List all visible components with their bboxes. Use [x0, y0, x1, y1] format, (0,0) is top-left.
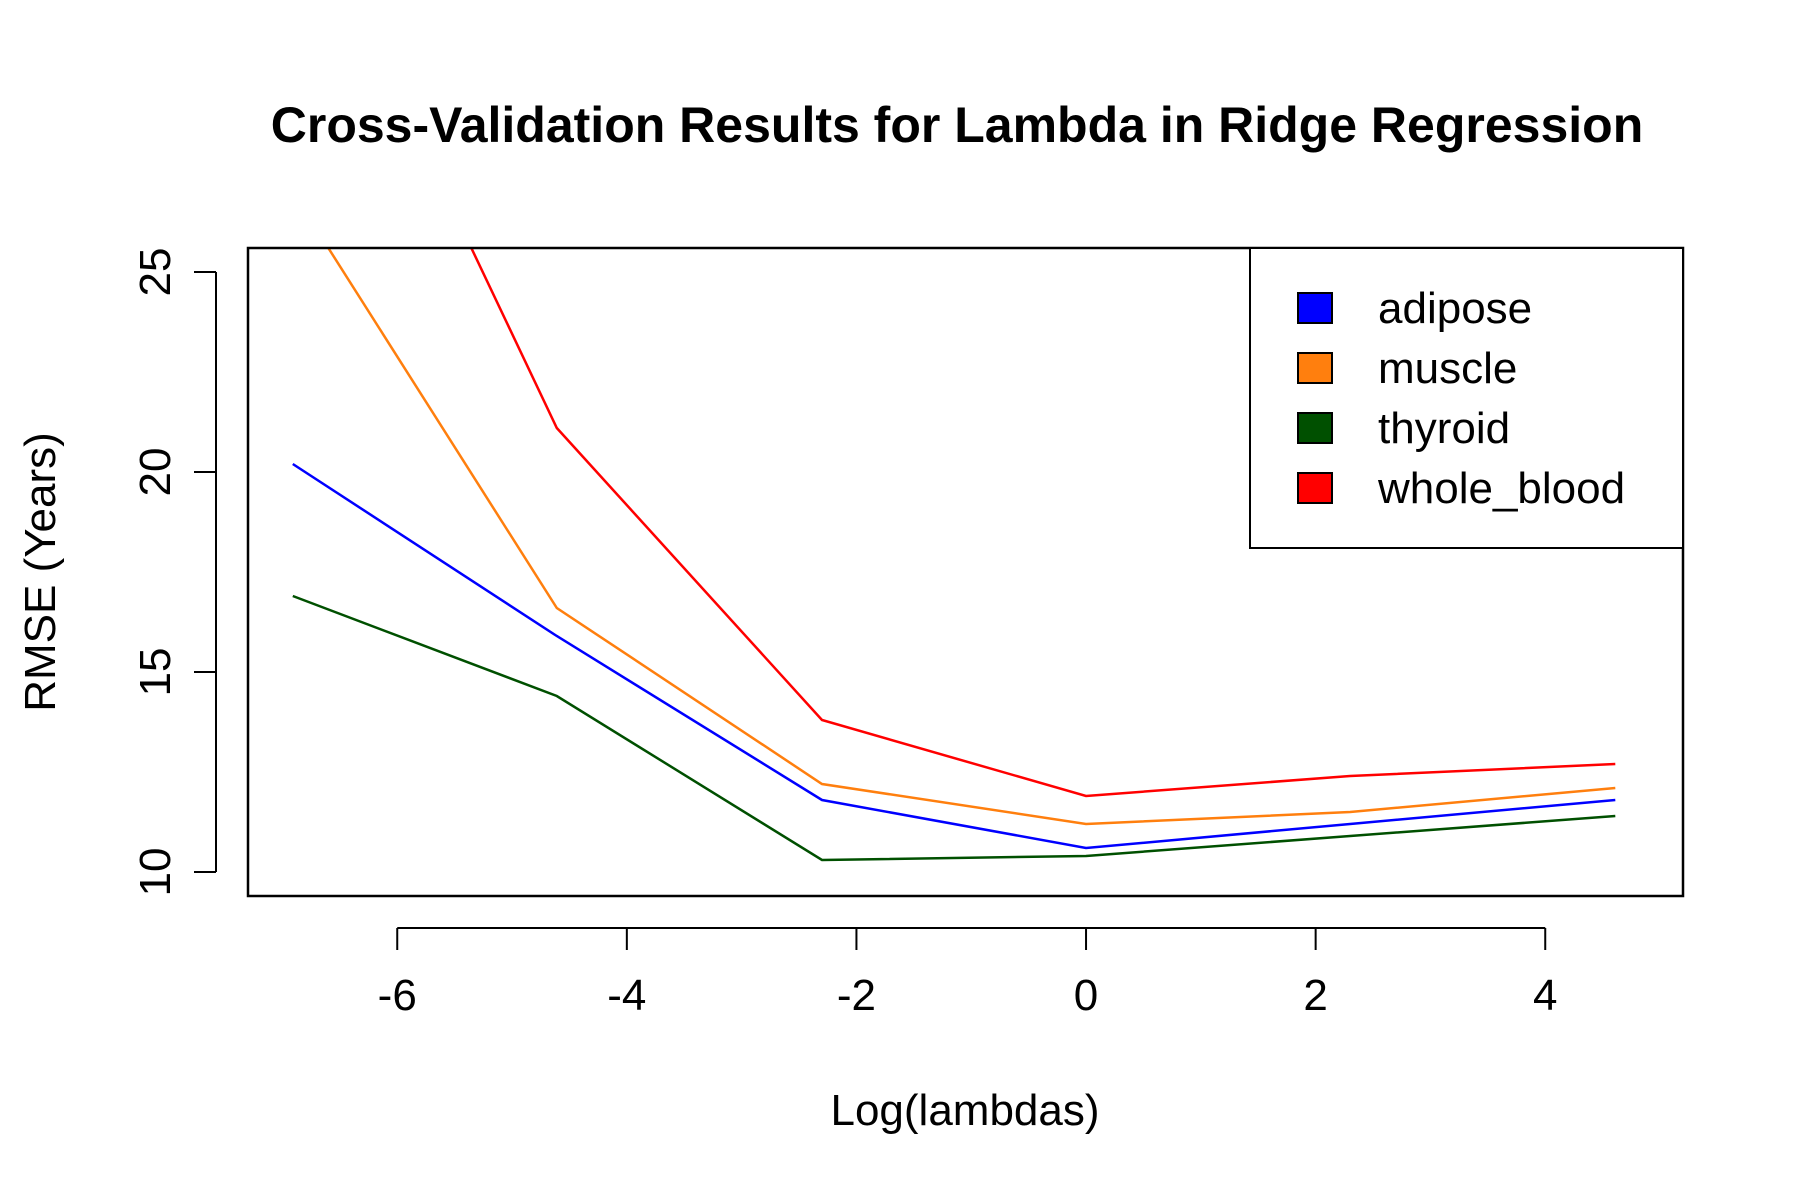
series-line-thyroid — [292, 594, 1616, 862]
x-tick-label: 0 — [1074, 971, 1098, 1020]
legend-label-thyroid: thyroid — [1378, 404, 1510, 453]
legend-label-whole_blood: whole_blood — [1377, 464, 1625, 513]
y-tick-label: 10 — [131, 848, 180, 897]
series-line-whole_blood — [469, 248, 1616, 798]
legend-label-muscle: muscle — [1378, 344, 1517, 393]
y-axis-label: RMSE (Years) — [16, 432, 65, 712]
legend-swatch-whole_blood — [1297, 472, 1333, 504]
plot-frame — [246, 246, 1685, 898]
x-tick-label: 4 — [1533, 971, 1557, 1020]
y-tick-label: 25 — [131, 248, 180, 297]
x-tick-label: 2 — [1303, 971, 1327, 1020]
legend: adipose muscle thyroid whole_blood — [1249, 247, 1684, 549]
legend-swatch-thyroid — [1297, 412, 1333, 444]
legend-swatch-adipose — [1297, 292, 1333, 324]
chart-title: Cross-Validation Results for Lambda in R… — [271, 97, 1644, 153]
x-tick-label: -6 — [378, 971, 417, 1020]
x-tick-label: -2 — [837, 971, 876, 1020]
series-layer — [292, 248, 1616, 862]
y-tick-label: 15 — [131, 648, 180, 697]
x-tick-label: -4 — [607, 971, 646, 1020]
legend-label-adipose: adipose — [1378, 284, 1532, 333]
y-tick-label: 20 — [131, 448, 180, 497]
legend-swatch-muscle — [1297, 352, 1333, 384]
series-line-muscle — [326, 248, 1616, 826]
x-axis: -6 -4 -2 0 2 4 — [378, 927, 1557, 1020]
series-line-adipose — [292, 462, 1616, 850]
y-axis: 10 15 20 25 — [131, 248, 217, 897]
x-axis-label: Log(lambdas) — [830, 1086, 1099, 1135]
